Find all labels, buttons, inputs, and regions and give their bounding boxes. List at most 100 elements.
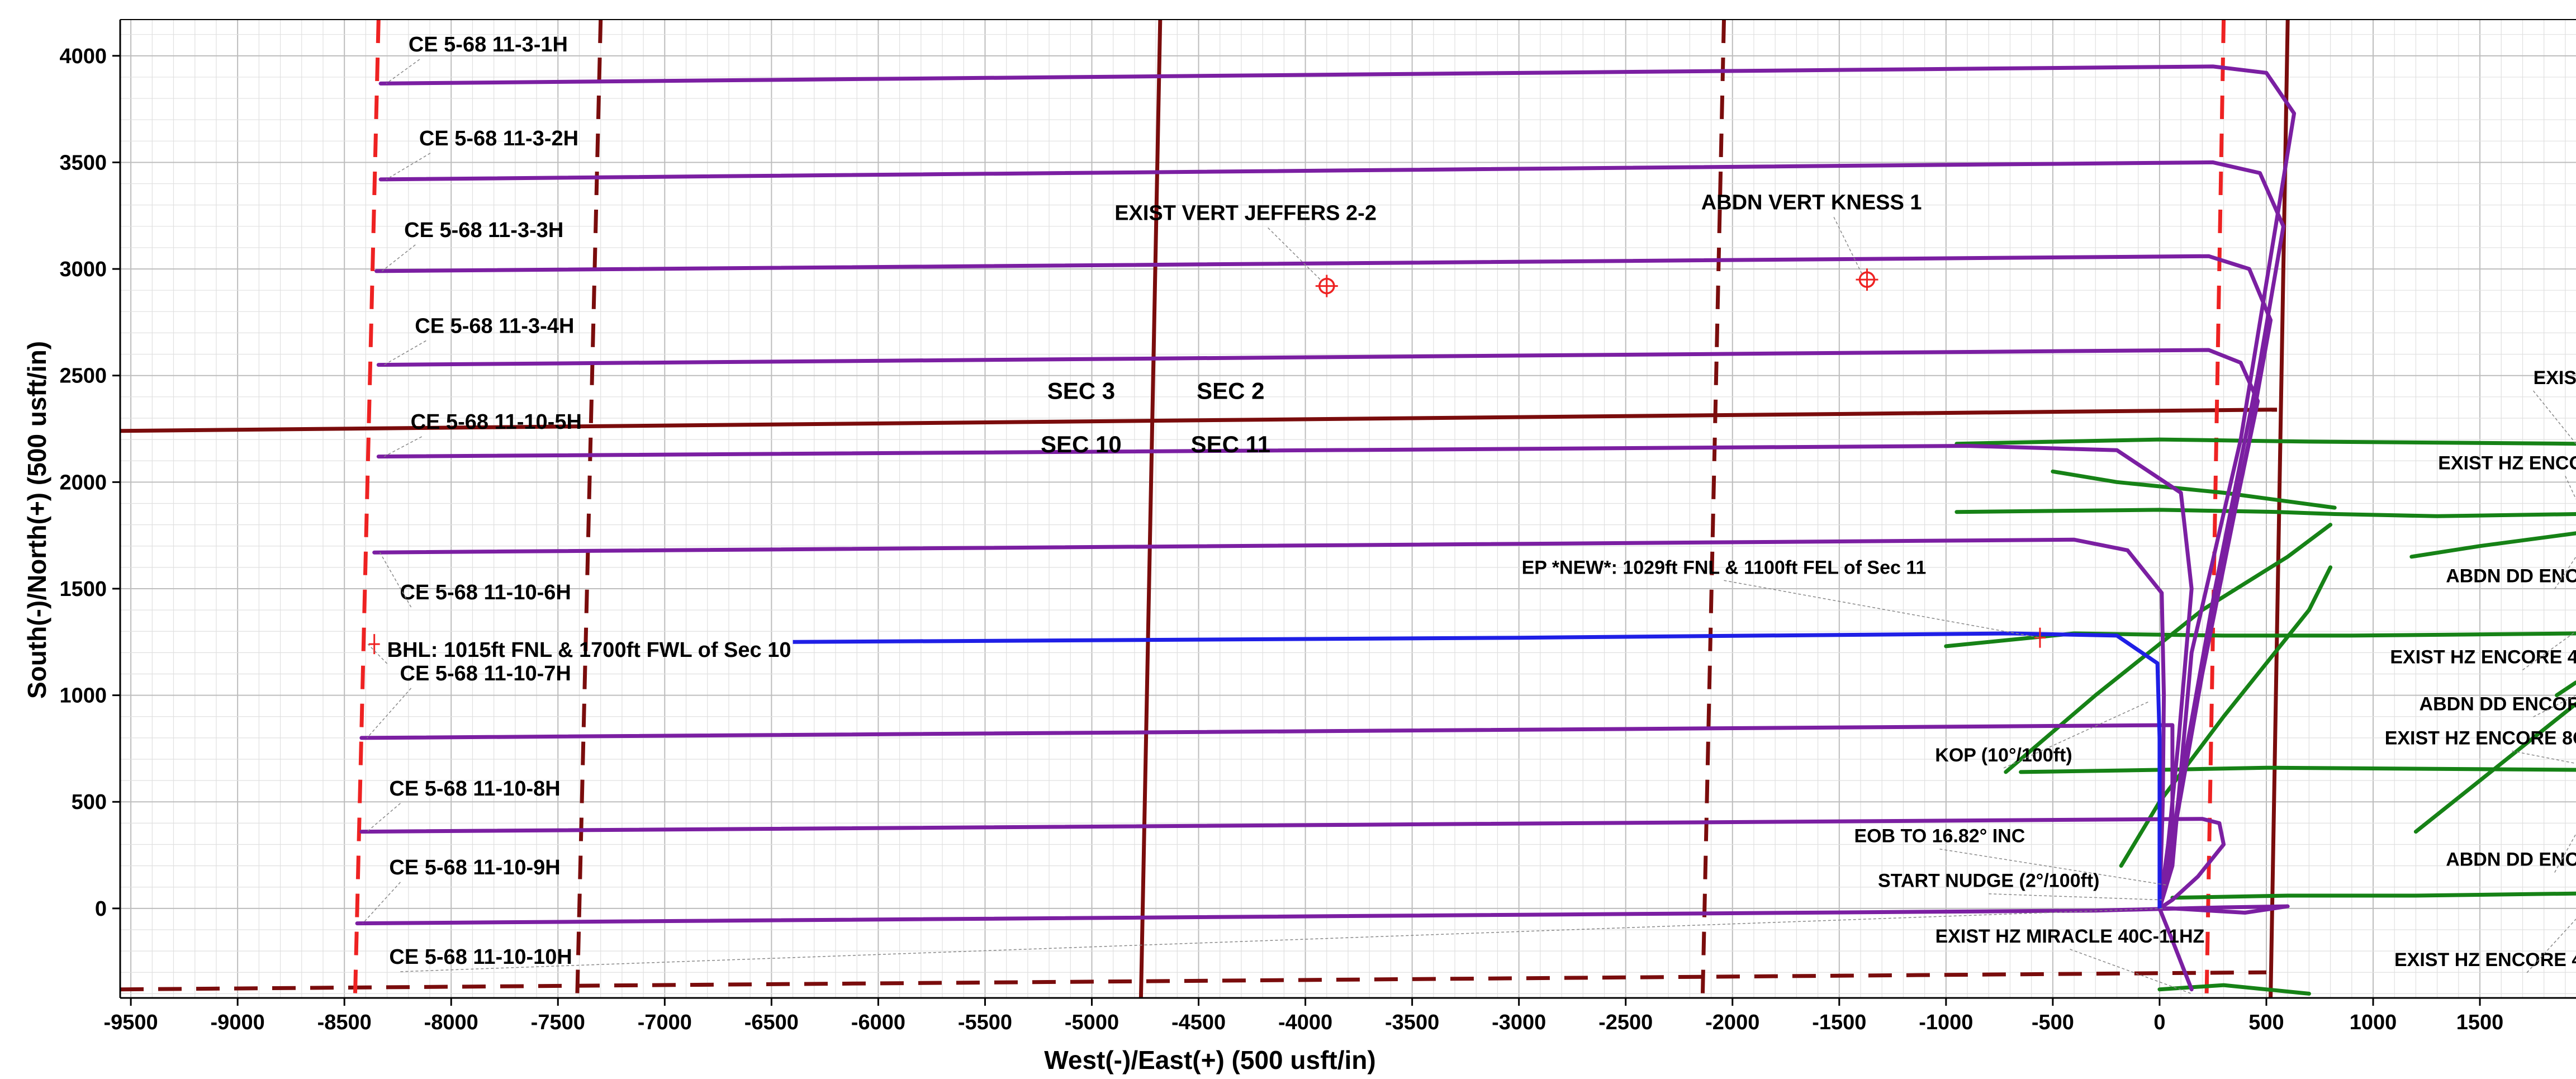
marker-label: EXIST VERT JEFFERS 2-2 xyxy=(1114,201,1377,225)
leader-line xyxy=(2565,476,2576,500)
planned-well-path xyxy=(2157,906,2194,992)
y-tick-label: 500 xyxy=(72,791,107,814)
x-tick-label: -3500 xyxy=(1385,1011,1439,1034)
leader-line xyxy=(383,340,426,366)
section-label: SEC 3 xyxy=(1047,378,1115,404)
planned-well-label: CE 5-68 11-10-5H xyxy=(411,410,582,434)
setback-line xyxy=(1700,19,1726,998)
x-tick-label: -8000 xyxy=(424,1011,478,1034)
leader-line xyxy=(1989,893,2162,901)
leader-line xyxy=(382,244,416,272)
x-tick-label: 0 xyxy=(2153,1011,2165,1034)
x-tick-label: -7000 xyxy=(638,1011,692,1034)
annotation-label: BHL: 1015ft FNL & 1700ft FWL of Sec 10 xyxy=(387,638,791,662)
section-label: SEC 10 xyxy=(1041,431,1122,457)
section-label: SEC 2 xyxy=(1197,378,1264,404)
annotation-label: EXIST HZ ENCORE 8C-12HZ xyxy=(2385,727,2576,749)
leader-line xyxy=(386,59,420,84)
y-axis-title: South(-)/North(+) (500 usft/in) xyxy=(22,341,51,699)
marker-label: ABDN VERT KNESS 1 xyxy=(1701,191,1922,214)
planned-well-label: CE 5-68 11-10-9H xyxy=(389,856,560,879)
annotation-label: EXIST HZ MIRACLE 40C-11HZ xyxy=(1935,926,2205,947)
planned-well-path xyxy=(359,723,2175,911)
planned-well-label: CE 5-68 11-3-4H xyxy=(415,314,574,338)
planned-well-label: CE 5-68 11-10-10H xyxy=(389,945,572,969)
proposed-well-path xyxy=(793,631,2162,908)
leader-line xyxy=(1268,227,1323,282)
leader-line xyxy=(2512,750,2576,764)
x-tick-label: -2000 xyxy=(1705,1011,1759,1034)
leader-line xyxy=(367,803,401,832)
x-tick-label: -1500 xyxy=(1812,1011,1866,1034)
setback-line xyxy=(120,970,2267,992)
planned-well-label: CE 5-68 11-10-6H xyxy=(400,581,571,604)
leader-line xyxy=(2522,631,2576,671)
x-tick-label: -6000 xyxy=(851,1011,905,1034)
existing-well-path xyxy=(2019,765,2576,774)
section-line xyxy=(1138,19,1163,998)
annotation-label: ABDN DD ENCORE 18-12 xyxy=(2420,693,2576,714)
x-tick-label: -7500 xyxy=(531,1011,585,1034)
existing-well-path xyxy=(2555,680,2576,698)
x-tick-label: 1500 xyxy=(2456,1011,2504,1034)
existing-well-path xyxy=(1944,631,2576,649)
y-tick-label: 3500 xyxy=(59,151,107,174)
section-line xyxy=(120,408,2278,433)
planned-well-path xyxy=(359,817,2226,911)
leader-line xyxy=(2554,556,2576,589)
annotation-label: ABDN DD ENCORE 5-12 xyxy=(2446,849,2576,870)
leader-line xyxy=(2526,919,2576,973)
section-line xyxy=(2269,19,2290,998)
well-markers xyxy=(1315,268,1878,297)
y-tick-label: 4000 xyxy=(59,45,107,68)
grid xyxy=(120,20,2576,998)
annotation-label: EXIST HZ ENCORE 1C-12HZ xyxy=(2438,452,2576,474)
proposed-well xyxy=(368,627,2162,908)
planned-well-label: CE 5-68 11-10-7H xyxy=(400,662,571,685)
x-tick-label: 500 xyxy=(2248,1011,2284,1034)
leader-line xyxy=(1724,580,2041,638)
annotation-label: EP *NEW*: 1029ft FNL & 1100ft FEL of Sec… xyxy=(1522,557,1927,578)
planned-well-label: CE 5-68 11-3-1H xyxy=(409,33,568,56)
x-tick-label: -3000 xyxy=(1492,1011,1546,1034)
x-tick-label: -1000 xyxy=(1919,1011,1973,1034)
reference-lines xyxy=(120,19,2290,998)
planned-well-path xyxy=(372,537,2166,911)
annotation-label: START NUDGE (2°/100ft) xyxy=(1878,870,2099,892)
y-tick-label: 2000 xyxy=(59,471,107,494)
annotation-label: EOB TO 16.82° INC xyxy=(1854,826,2025,847)
x-tick-label: -6500 xyxy=(744,1011,799,1034)
existing-well-path xyxy=(1954,508,2576,518)
planned-well-path xyxy=(376,444,2194,911)
leader-line xyxy=(2003,701,2150,769)
existing-well-path xyxy=(1954,437,2576,446)
leader-line xyxy=(1833,216,1863,276)
leader-line xyxy=(379,552,412,608)
leader-line xyxy=(400,908,2165,972)
planned-well-label: CE 5-68 11-3-2H xyxy=(419,127,578,150)
leader-line xyxy=(383,436,422,457)
lease-line xyxy=(2204,19,2226,998)
planned-well-label: CE 5-68 11-10-8H xyxy=(389,777,560,801)
lease-line xyxy=(353,19,381,998)
x-tick-label: -5000 xyxy=(1065,1011,1119,1034)
leader-line xyxy=(2554,834,2576,873)
y-tick-label: 1000 xyxy=(59,684,107,708)
existing-well-path xyxy=(2409,531,2576,559)
y-tick-label: 1500 xyxy=(59,578,107,601)
annotation-label: EXIST HZ ENCORE 26N-12HZ xyxy=(2534,367,2576,389)
x-tick-label: -8500 xyxy=(317,1011,372,1034)
x-tick-label: 1000 xyxy=(2350,1011,2397,1034)
x-tick-label: -500 xyxy=(2032,1011,2074,1034)
leader-line xyxy=(2070,949,2192,995)
x-tick-label: -4500 xyxy=(1171,1011,1226,1034)
y-tick-label: 2500 xyxy=(59,365,107,388)
existing-well-path xyxy=(2170,891,2576,900)
leader-line xyxy=(367,688,412,739)
x-tick-label: -4000 xyxy=(1278,1011,1332,1034)
existing-well-path xyxy=(2413,702,2576,834)
existing-well-path xyxy=(2119,565,2333,868)
x-tick-label: -9000 xyxy=(211,1011,265,1034)
setback-line xyxy=(575,19,603,998)
